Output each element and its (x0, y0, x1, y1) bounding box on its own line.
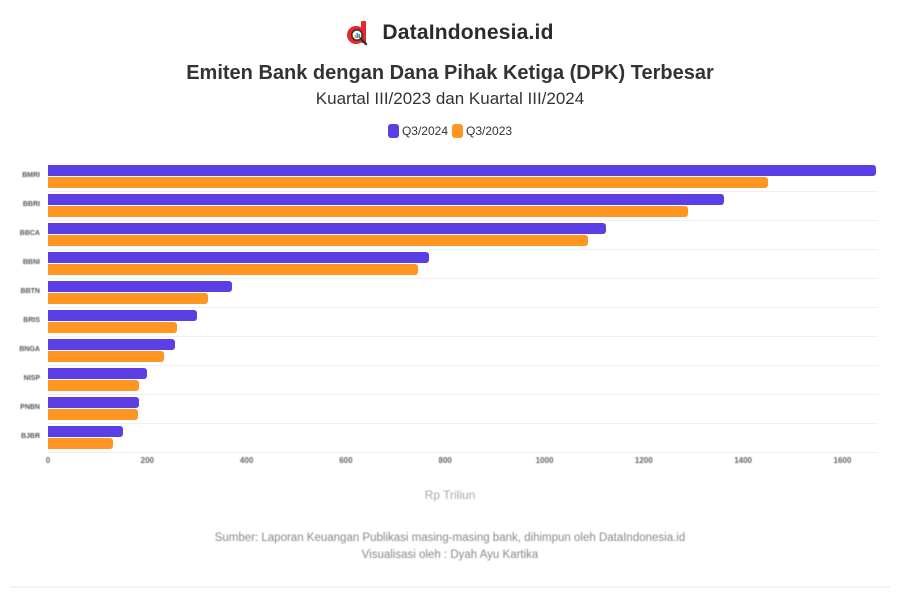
row-gridline (48, 191, 878, 192)
bar-bnga-q3-2024[interactable] (48, 339, 175, 350)
row-gridline (48, 220, 878, 221)
chart-subtitle: Kuartal III/2023 dan Kuartal III/2024 (315, 89, 585, 108)
legend-swatch-q3-2024 (387, 124, 399, 138)
x-tick-label: 1200 (634, 456, 653, 465)
x-tick-label: 600 (339, 456, 353, 465)
bar-bbri-q3-2023[interactable] (48, 206, 688, 217)
chart-source: Sumber: Laporan Keuangan Publikasi masin… (0, 530, 900, 564)
row-gridline (48, 278, 878, 279)
legend-label-q3-2024: Q3/2024 (401, 124, 448, 138)
bar-bbri-q3-2024[interactable] (48, 194, 724, 205)
category-label: NISP (23, 375, 40, 382)
row-gridline (48, 336, 878, 337)
bar-bbca-q3-2024[interactable] (48, 223, 606, 234)
bar-bbni-q3-2023[interactable] (48, 264, 418, 275)
category-label: BRIS (23, 317, 40, 324)
category-label: BNGA (19, 346, 40, 353)
bar-bbtn-q3-2023[interactable] (48, 293, 208, 304)
bottom-divider (10, 586, 890, 588)
legend-swatch-q3-2023 (452, 124, 463, 138)
row-gridline (48, 365, 878, 366)
x-tick-label: 200 (140, 456, 154, 465)
bar-pnbn-q3-2024[interactable] (48, 397, 139, 408)
bar-bris-q3-2024[interactable] (48, 310, 197, 321)
category-label: BBTN (20, 288, 40, 295)
bar-bmri-q3-2023[interactable] (48, 177, 768, 188)
brand-name: DataIndonesia.id (382, 21, 554, 44)
x-axis-title: Rp Triliun (424, 488, 476, 502)
bar-nisp-q3-2023[interactable] (48, 380, 139, 391)
x-tick-label: 0 (45, 456, 51, 465)
category-label: PNBN (20, 404, 40, 411)
bar-bbni-q3-2024[interactable] (48, 252, 429, 263)
category-label: BJBR (20, 433, 40, 440)
bar-bjbr-q3-2023[interactable] (48, 438, 113, 449)
source-text: Sumber: Laporan Keuangan Publikasi masin… (214, 532, 686, 544)
bar-pnbn-q3-2023[interactable] (48, 409, 138, 420)
x-tick-label: 400 (239, 456, 254, 465)
category-label: BBCA (19, 230, 40, 237)
bar-bbtn-q3-2024[interactable] (48, 281, 232, 292)
row-gridline (48, 394, 878, 395)
bar-bris-q3-2023[interactable] (48, 322, 177, 333)
row-gridline (48, 423, 878, 424)
bar-bnga-q3-2023[interactable] (48, 351, 164, 362)
legend-label-q3-2023: Q3/2023 (466, 124, 513, 138)
bar-nisp-q3-2024[interactable] (48, 368, 147, 379)
chart-legend: Q3/2024 Q3/2023 (0, 124, 900, 138)
data-indonesia-logo-icon (346, 20, 372, 46)
bar-bjbr-q3-2024[interactable] (48, 426, 123, 437)
brand-header: DataIndonesia.id (0, 20, 900, 46)
credit-text: Visualisasi oleh : Dyah Ayu Kartika (361, 549, 539, 561)
x-tick-label: 1000 (535, 456, 554, 465)
row-gridline (48, 452, 878, 453)
chart-title: Emiten Bank dengan Dana Pihak Ketiga (DP… (186, 62, 714, 84)
x-tick-label: 1400 (734, 456, 752, 465)
category-label: BBNI (22, 259, 40, 266)
legend-item-q3-2023[interactable]: Q3/2023 (452, 124, 512, 138)
bar-bbca-q3-2023[interactable] (48, 235, 588, 246)
bar-bmri-q3-2024[interactable] (48, 165, 876, 176)
legend-item-q3-2024[interactable]: Q3/2024 (387, 124, 448, 138)
category-label: BBRI (22, 201, 40, 208)
x-tick-label: 800 (438, 456, 452, 465)
x-tick-label: 1600 (833, 456, 852, 465)
row-gridline (48, 249, 878, 250)
row-gridline (48, 307, 878, 308)
category-label: BMRI (22, 172, 40, 179)
